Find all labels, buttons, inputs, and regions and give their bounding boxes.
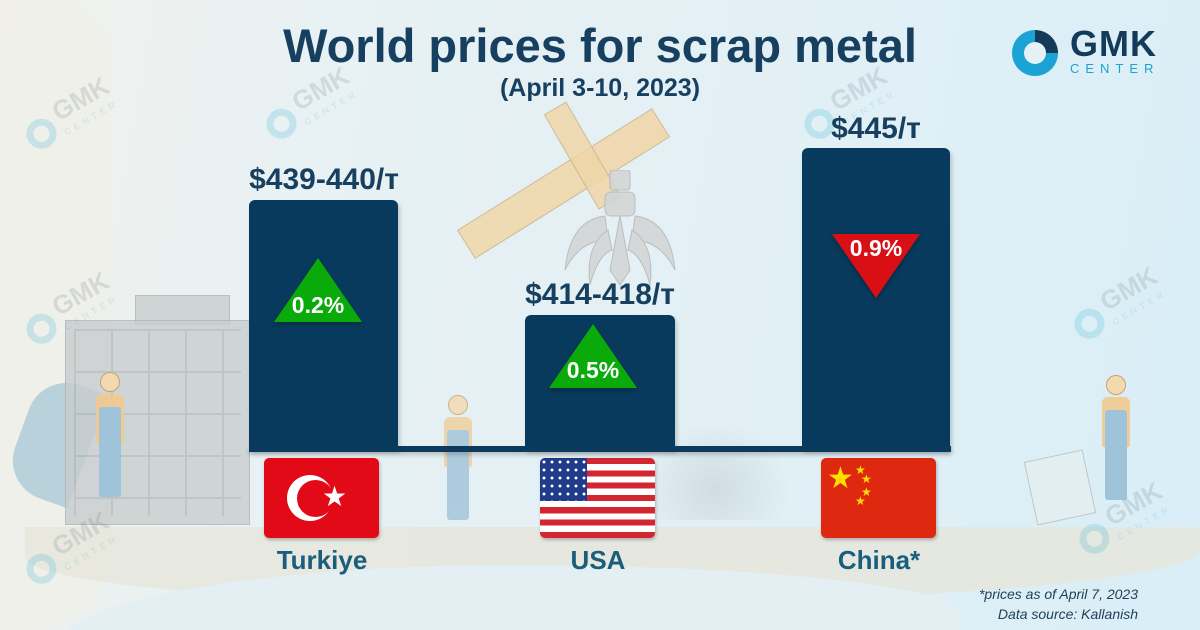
worker-illustration-right	[1098, 375, 1134, 505]
watermark-logo: GMK CENTER	[1065, 260, 1171, 351]
logo-main-text: GMK	[1070, 23, 1157, 64]
watermark-ring-icon	[1068, 303, 1110, 345]
price-label-usa: $414-418/т	[525, 278, 675, 311]
arrow-up-icon	[274, 258, 362, 322]
watermark-ring-icon	[260, 103, 302, 145]
footnote-date: *prices as of April 7, 2023	[978, 586, 1138, 602]
arrow-up-icon	[549, 324, 637, 388]
country-label-turkiye: Turkiye	[276, 545, 368, 575]
gmk-center-logo: GMK CENTER	[1012, 23, 1160, 78]
worker-illustration-left	[92, 372, 128, 502]
grapple-claw-illustration	[564, 170, 676, 286]
stove-cart-illustration	[1023, 449, 1097, 526]
country-label-china: China*	[837, 545, 921, 575]
gmk-ring-icon	[1012, 30, 1058, 76]
chart-subtitle: (April 3-10, 2023)	[499, 74, 701, 102]
change-label-turkiye: 0.2%	[291, 292, 345, 318]
price-label-turkiye: $439-440/т	[249, 163, 399, 196]
background-shape	[0, 0, 110, 630]
china-flag-icon: ★ ★ ★ ★ ★	[821, 458, 936, 538]
logo-sub-text: CENTER	[1070, 61, 1160, 76]
chart-baseline	[249, 446, 951, 452]
chart-title: World prices for scrap metal	[283, 19, 917, 72]
bar-turkiye	[249, 200, 398, 450]
turkey-flag-icon: ★	[264, 458, 379, 538]
usa-flag-icon	[540, 458, 655, 538]
change-label-china: 0.9%	[849, 235, 903, 261]
country-label-usa: USA	[570, 545, 626, 575]
footnote-source: Data source: Kallanish	[997, 606, 1138, 622]
bar-china	[802, 148, 950, 450]
price-label-china: $445/т	[831, 112, 921, 145]
worker-illustration-middle	[440, 395, 476, 525]
arrow-down-icon	[832, 234, 920, 298]
footnote: *prices as of April 7, 2023 Data source:…	[979, 584, 1138, 624]
change-label-usa: 0.5%	[566, 357, 620, 383]
